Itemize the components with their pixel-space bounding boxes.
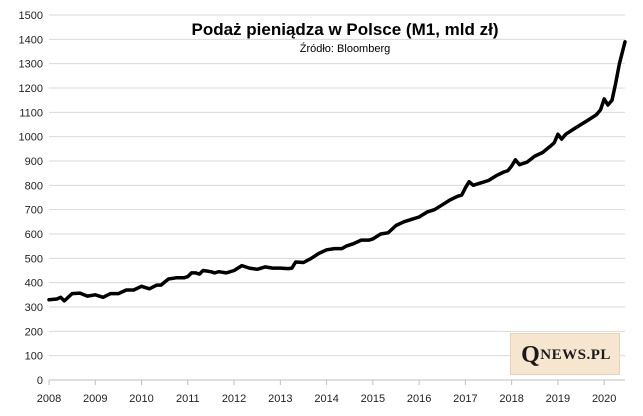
x-tick-label: 2012 — [222, 393, 246, 405]
chart-title: Podaż pieniądza w Polsce (M1, mld zł) — [191, 20, 498, 39]
y-tick-label: 600 — [25, 229, 43, 241]
y-tick-label: 1100 — [19, 107, 43, 119]
x-tick-label: 2017 — [453, 393, 477, 405]
y-tick-label: 700 — [25, 205, 43, 217]
y-tick-label: 100 — [25, 351, 43, 363]
x-tick-label: 2011 — [176, 393, 200, 405]
x-tick-label: 2013 — [268, 393, 292, 405]
x-tick-label: 2014 — [314, 393, 338, 405]
x-tick-label: 2020 — [592, 393, 616, 405]
y-tick-label: 200 — [25, 326, 43, 338]
y-tick-label: 0 — [37, 375, 43, 387]
logo-text: Q NEWS.PL — [511, 334, 621, 376]
x-tick-label: 2019 — [546, 393, 570, 405]
y-tick-labels: 0 100 200 300 400 500 600 700 800 900 1000 1100 1200… — [19, 10, 43, 387]
y-tick-label: 1400 — [19, 34, 43, 46]
chart-subtitle: Źródło: Bloomberg — [300, 42, 391, 55]
x-tick-label: 2010 — [129, 393, 153, 405]
y-tick-label: 1300 — [19, 59, 43, 71]
x-tick-label: 2015 — [361, 393, 385, 405]
x-tick-labels: 2008 2009 2010 2011 2012 2013 2014 2015 2016 2017… — [37, 393, 617, 405]
y-tick-label: 300 — [25, 302, 43, 314]
series-line-0 — [47, 40, 627, 303]
axes — [48, 379, 625, 385]
x-tick-label: 2016 — [407, 393, 431, 405]
y-tick-label: 400 — [25, 278, 43, 290]
grid-lines — [49, 14, 625, 381]
y-tick-label: 900 — [25, 156, 43, 168]
y-tick-label: 1200 — [19, 83, 43, 95]
x-tick-label: 2008 — [37, 393, 61, 405]
x-tick-label: 2018 — [499, 393, 523, 405]
qnews-logo: Q NEWS.PL — [510, 333, 620, 375]
y-tick-label: 800 — [25, 180, 43, 192]
series-layer — [47, 40, 627, 303]
y-tick-label: 500 — [25, 253, 43, 265]
logo-rest: NEWS.PL — [540, 346, 611, 363]
y-tick-label: 1000 — [19, 132, 43, 144]
x-tick-label: 2009 — [83, 393, 107, 405]
y-tick-label: 1500 — [19, 10, 43, 22]
logo-initial: Q — [521, 341, 541, 368]
